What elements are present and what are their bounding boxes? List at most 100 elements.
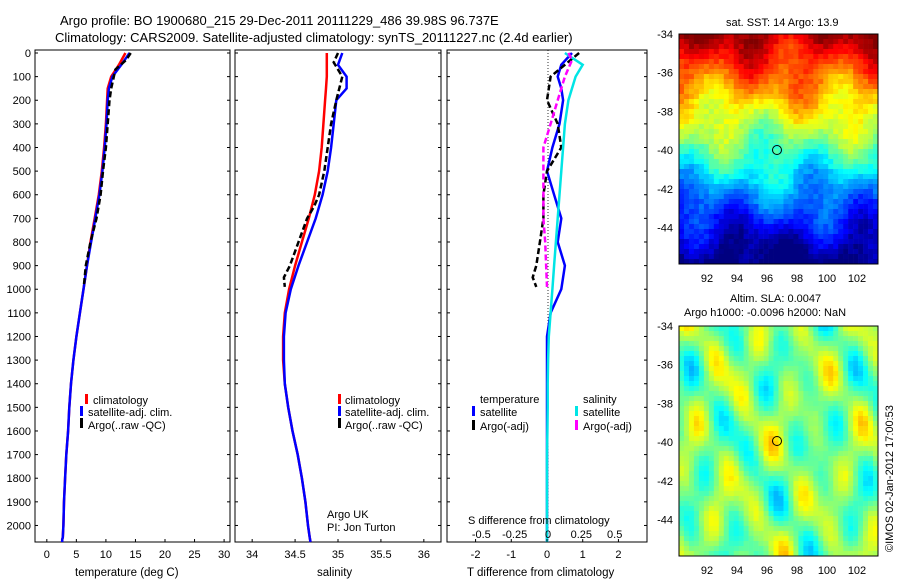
map-cell [713,526,720,532]
map-cell [808,134,814,140]
map-cell [763,421,769,427]
map-cell [843,124,849,130]
map-cell [758,376,764,382]
map-cell [738,249,744,255]
map-cell [713,134,720,140]
map-cell [863,204,869,210]
map-cell [788,219,794,225]
map-cell [868,441,874,447]
map-cell [733,134,739,140]
map-cell [733,491,739,497]
map-cell [703,546,710,552]
map-cell [848,536,854,542]
map-cell [813,516,819,522]
map-cell [808,506,814,512]
map-cell [833,44,839,50]
map-cell [703,214,710,220]
map-cell [778,406,784,412]
map-cell [758,526,764,532]
map-cell [793,406,799,412]
map-cell [718,184,725,190]
map-cell [688,114,695,120]
map-cell [773,496,779,502]
map-cell [723,144,730,150]
map-cell [778,541,784,547]
map-cell [683,214,690,220]
map-cell [693,541,700,547]
map-cell [863,199,869,205]
map-cell [868,391,874,397]
map-cell [738,506,744,512]
map-cell [748,34,754,40]
map-cell [823,194,829,200]
map-cell [733,174,739,180]
map-cell [743,456,749,462]
map-cell [843,169,849,175]
map-cell [728,441,735,447]
map-cell [758,144,764,150]
map-cell [758,149,764,155]
map-cell [683,326,690,332]
map-cell [733,129,739,135]
map-cell [788,491,794,497]
map-cell [843,139,849,145]
map-cell [813,39,819,45]
map-cell [833,159,839,165]
map-cell [703,64,710,70]
map-cell [763,416,769,422]
map-cell [708,244,715,250]
map-cell [738,199,744,205]
map-cell [728,129,735,135]
map-cell [788,441,794,447]
map-cell [823,214,829,220]
map-cell [768,481,774,487]
map-cell [803,229,809,235]
map-cell [853,526,859,532]
map-cell [708,481,715,487]
map-cell [808,194,814,200]
map-cell [733,259,739,265]
map-cell [693,179,700,185]
map-cell [679,244,685,250]
map-cell [868,426,874,432]
map-cell [873,401,879,407]
map-cell [873,54,879,60]
map-cell [798,139,804,145]
map-cell [778,551,784,557]
map-cell [708,204,715,210]
map-cell [823,259,829,265]
map-cell [813,376,819,382]
argo-location-marker [772,145,782,155]
map-cell [803,214,809,220]
map-cell [838,259,844,265]
map-cell [733,114,739,120]
map-cell [868,351,874,357]
map-cell [848,541,854,547]
map-cell [703,259,710,265]
map-cell [753,114,759,120]
map-lat-tick-label: -36 [657,360,673,372]
map-cell [773,416,779,422]
map-cell [703,421,710,427]
map-cell [698,134,705,140]
map-cell [763,79,769,85]
map-cell [818,481,824,487]
map-cell [753,189,759,195]
map-cell [853,361,859,367]
map-cell [863,89,869,95]
map-cell [863,551,869,557]
map-cell [763,331,769,337]
map-cell [853,54,859,60]
map-cell [793,149,799,155]
map-cell [843,94,849,100]
map-cell [679,119,685,125]
map-cell [753,134,759,140]
map-cell [788,446,794,452]
map-cell [753,436,759,442]
map-cell [813,416,819,422]
map-cell [863,391,869,397]
map-cell [783,476,789,482]
map-cell [679,441,685,447]
map-cell [733,416,739,422]
map-cell [748,179,754,185]
